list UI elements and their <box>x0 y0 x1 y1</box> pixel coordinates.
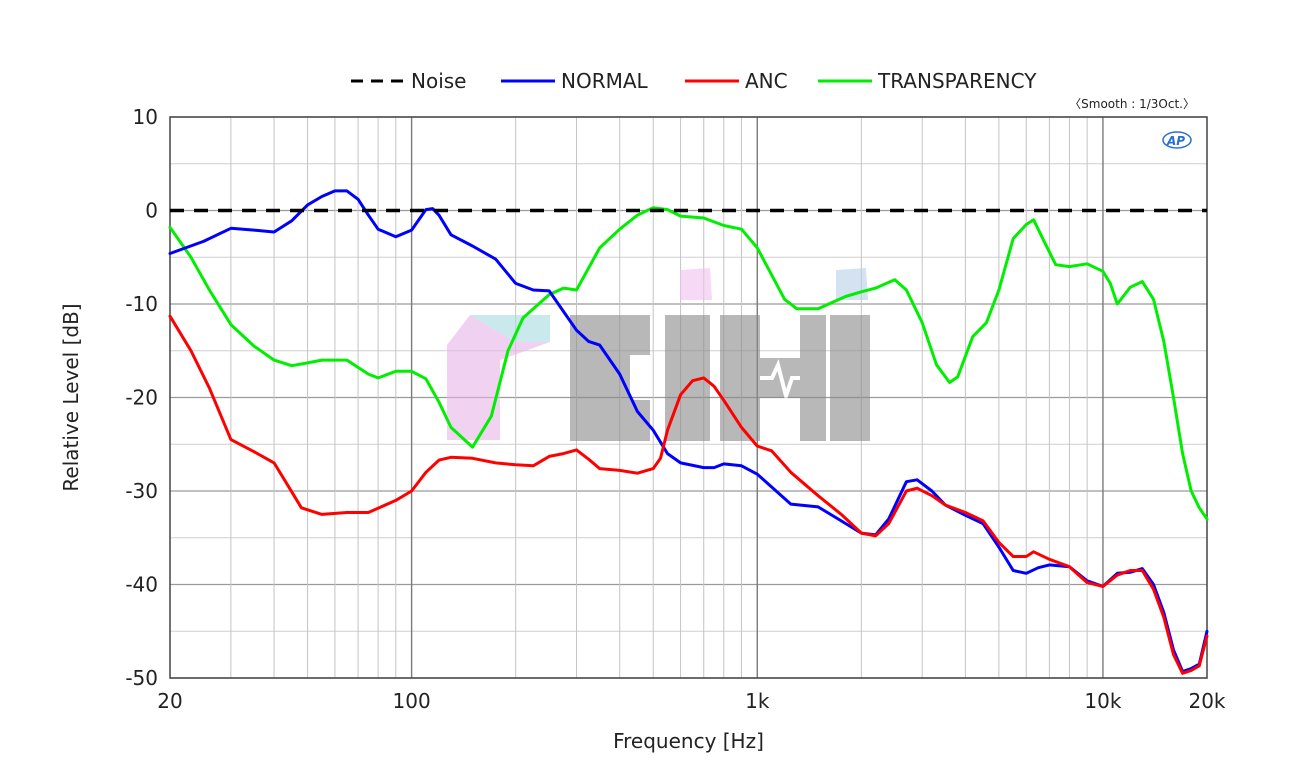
watermark-letter <box>830 315 870 441</box>
y-tick-label: -30 <box>125 479 158 503</box>
y-tick-label: 0 <box>145 199 158 223</box>
ap-logo: AP <box>1162 131 1192 149</box>
y-tick-label: -20 <box>125 386 158 410</box>
x-axis-label: Frequency [Hz] <box>613 729 764 753</box>
ap-logo-text: AP <box>1166 134 1185 148</box>
legend-label-anc: ANC <box>745 69 788 93</box>
watermark-letter <box>610 315 650 355</box>
watermark-pulse <box>760 359 800 404</box>
legend: Noise NORMAL ANC TRANSPARENCY <box>351 69 1037 93</box>
watermark-shape <box>470 315 550 342</box>
series-line-transparency <box>168 206 1209 521</box>
series-line-anc <box>168 314 1209 675</box>
x-tick-label: 20k <box>1188 689 1225 713</box>
x-tick-label: 20 <box>157 689 182 713</box>
watermark <box>447 268 870 441</box>
y-tick-label: -50 <box>125 666 158 690</box>
legend-label-noise: Noise <box>411 69 466 93</box>
y-tick-label: -10 <box>125 292 158 316</box>
smoothing-note: 〈Smooth : 1/3Oct.〉 <box>1069 97 1195 111</box>
x-tick-labels: 20 100 1k 10k 20k <box>157 689 1226 713</box>
y-axis-label: Relative Level [dB] <box>59 303 83 491</box>
legend-label-transparency: TRANSPARENCY <box>877 69 1037 93</box>
plot-frame <box>169 116 1208 679</box>
x-tick-label: 10k <box>1084 689 1121 713</box>
series-layer <box>168 189 1209 675</box>
y-tick-label: 10 <box>133 105 158 129</box>
watermark-shape <box>447 315 550 440</box>
watermark-letter <box>720 315 760 441</box>
watermark-dot <box>680 268 712 300</box>
x-tick-label: 1k <box>745 689 770 713</box>
legend-label-normal: NORMAL <box>561 69 649 93</box>
watermark-logo <box>447 268 870 441</box>
x-tick-label: 100 <box>393 689 431 713</box>
watermark-letter <box>800 315 826 441</box>
y-tick-labels: 10 0 -10 -20 -30 -40 -50 <box>125 105 158 690</box>
y-tick-label: -40 <box>125 573 158 597</box>
